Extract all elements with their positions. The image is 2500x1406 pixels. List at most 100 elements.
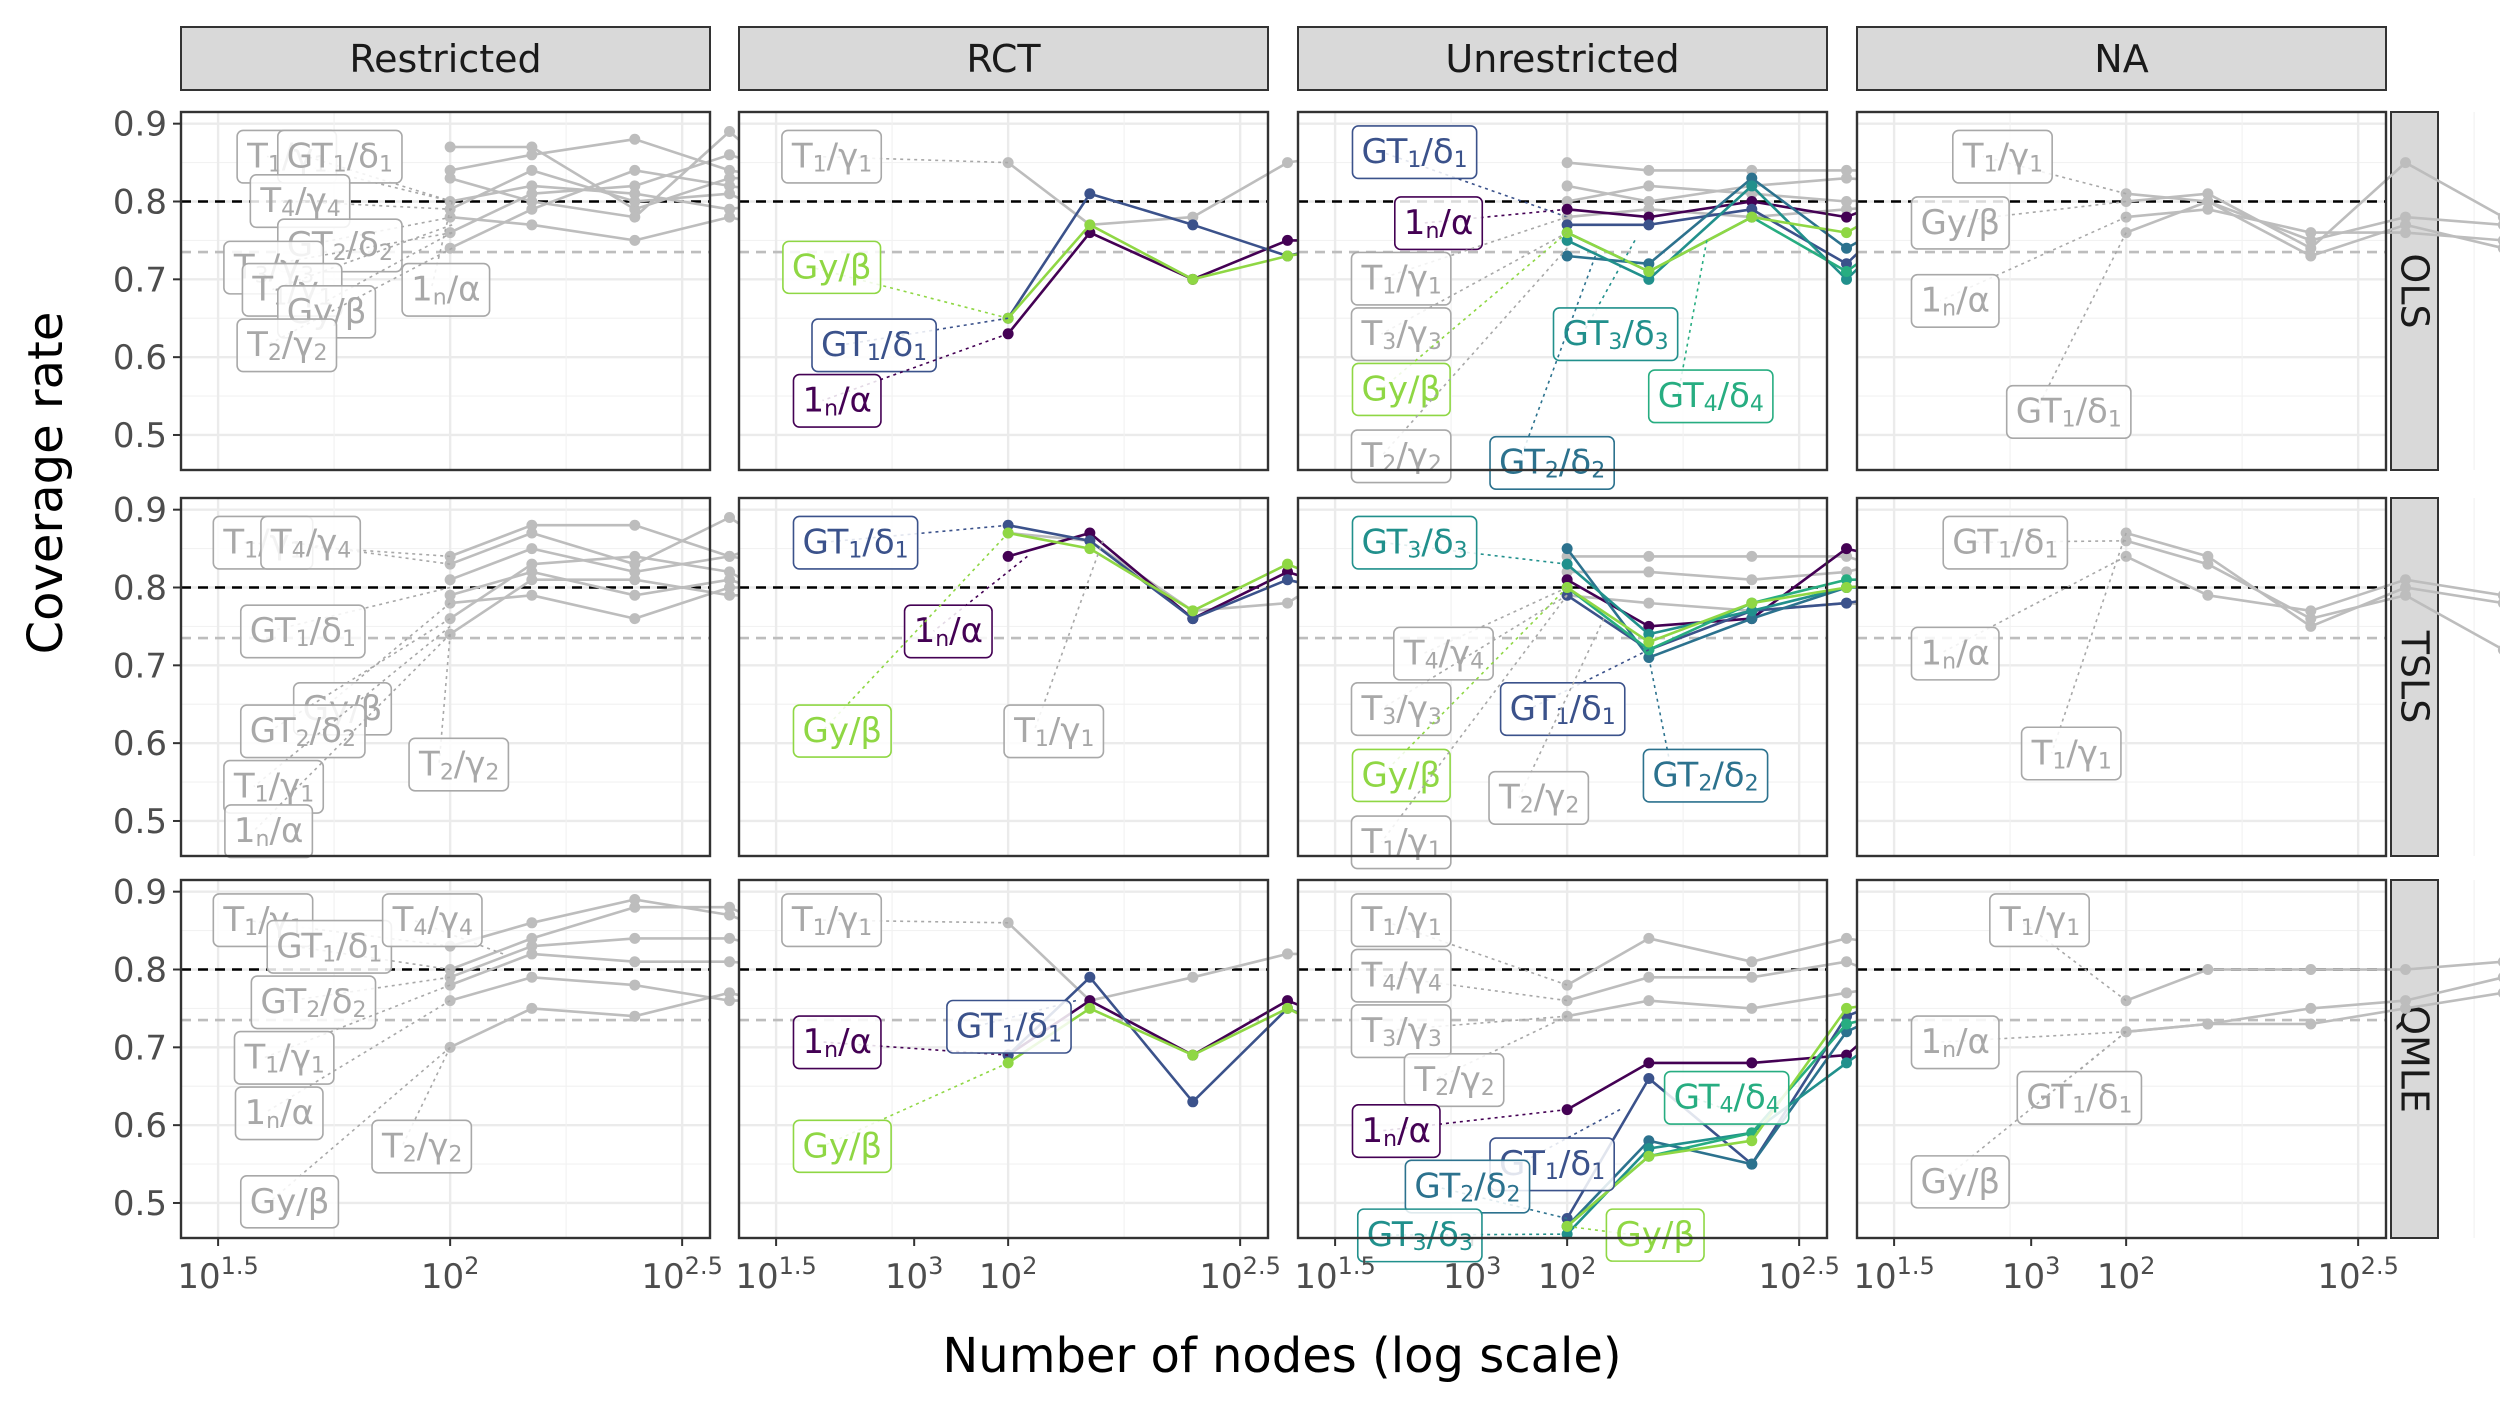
data-point bbox=[2305, 1018, 2317, 1030]
data-point bbox=[526, 196, 538, 207]
x-axis-title: Number of nodes (log scale) bbox=[942, 1328, 1621, 1384]
series-label: T1/γ1 bbox=[781, 893, 1009, 948]
data-point bbox=[444, 574, 456, 586]
label-box bbox=[233, 1030, 335, 1085]
data-point bbox=[1746, 1002, 1758, 1014]
data-point bbox=[2497, 972, 2500, 982]
data-point bbox=[2202, 188, 2214, 200]
data-point bbox=[2400, 227, 2412, 239]
series-label: GT1/δ1 bbox=[2005, 232, 2132, 439]
series-label: T4/γ4 bbox=[381, 893, 504, 955]
column-strip-restricted: Restricted bbox=[180, 26, 711, 91]
data-point bbox=[629, 133, 641, 145]
row-strip-ols: OLS bbox=[2390, 111, 2439, 471]
data-point bbox=[1746, 180, 1758, 192]
data-point bbox=[724, 566, 736, 578]
label-text: Gy/β bbox=[802, 711, 882, 751]
label-text: GT2/δ2 bbox=[1652, 755, 1758, 796]
series-label: 1n/α bbox=[1394, 196, 1568, 251]
data-point bbox=[2400, 582, 2412, 593]
data-point bbox=[2400, 995, 2412, 1007]
data-point bbox=[1187, 605, 1199, 617]
column-strip-label: RCT bbox=[966, 37, 1041, 81]
x-tick-label: 103 bbox=[885, 1252, 944, 1297]
label-text: T1/γ1 bbox=[791, 136, 872, 177]
data-point bbox=[2202, 589, 2214, 601]
panel-border bbox=[1855, 878, 2388, 1240]
data-point bbox=[1187, 1096, 1199, 1108]
data-point bbox=[1643, 620, 1655, 632]
label-leader-line bbox=[1381, 594, 1568, 710]
label-text: Gy/β bbox=[792, 247, 872, 287]
series-label: T4/γ4 bbox=[1350, 948, 1568, 1003]
label-text: T1/γ1 bbox=[2031, 733, 2112, 774]
data-point bbox=[1841, 211, 1853, 223]
label-box bbox=[811, 318, 937, 373]
data-point bbox=[724, 932, 736, 944]
series-label: GT1/δ1 bbox=[1942, 515, 2127, 570]
data-point bbox=[1187, 613, 1199, 625]
data-point bbox=[1282, 250, 1294, 262]
data-point bbox=[724, 511, 736, 523]
label-box bbox=[2005, 384, 2132, 439]
series-label: T2/γ2 bbox=[1488, 618, 1605, 825]
series-label: T1/γ1 bbox=[233, 984, 451, 1085]
panels-layer: Restricted RCT Unrestricted NAOLSTSLSQMLET1… bbox=[113, 26, 2500, 1297]
series-label: T1/γ1 bbox=[1003, 540, 1105, 759]
label-box bbox=[1350, 948, 1452, 1003]
y-tick-label: 0.6 bbox=[113, 724, 167, 764]
row-strip-label: OLS bbox=[2393, 253, 2437, 328]
label-leader-line bbox=[2034, 232, 2127, 413]
data-point bbox=[2305, 1002, 2317, 1014]
label-box bbox=[1552, 307, 1679, 362]
series-label: 1n/α bbox=[792, 1015, 1009, 1070]
data-point bbox=[2400, 211, 2412, 223]
data-point bbox=[2202, 1018, 2214, 1030]
data-point bbox=[1746, 1135, 1758, 1147]
label-box bbox=[792, 1119, 892, 1174]
panel-qmle-na: T1/γ1 1n/α GT1/δ1 Gy/β 101.5 102 102.5 103 bbox=[1853, 878, 2500, 1297]
series-label: T1/γ1 bbox=[1350, 893, 1568, 986]
column-strip-rct: RCT bbox=[738, 26, 1269, 91]
panel-border bbox=[179, 878, 712, 1240]
panel-tsls-rct: GT1/δ1 1n/α T1/γ1 Gy/β bbox=[737, 496, 1585, 858]
data-point bbox=[629, 893, 641, 905]
data-point bbox=[724, 582, 736, 593]
x-tick-label: 102 bbox=[2097, 1252, 2156, 1297]
panel-border bbox=[737, 496, 1270, 858]
panel-border bbox=[1296, 878, 1829, 1240]
row-strip-bg bbox=[2390, 497, 2439, 857]
label-box bbox=[792, 515, 919, 570]
series-label: T2/γ2 bbox=[1403, 1015, 1568, 1108]
data-point bbox=[526, 219, 538, 231]
label-leader-line bbox=[264, 984, 451, 1059]
panel-ols-rct: T1/γ1 Gy/β GT1/δ1 1n/α bbox=[737, 110, 1585, 472]
label-text: GT2/δ2 bbox=[1499, 443, 1605, 484]
data-point bbox=[629, 203, 641, 215]
label-box bbox=[260, 515, 362, 570]
data-point bbox=[1643, 273, 1655, 285]
data-point bbox=[2305, 964, 2317, 975]
series-label: T2/γ2 bbox=[236, 247, 453, 373]
label-leader-line bbox=[1380, 247, 1568, 457]
data-point bbox=[1084, 971, 1096, 983]
data-point bbox=[1282, 948, 1294, 960]
label-text: GT3/δ3 bbox=[1563, 314, 1669, 355]
data-point bbox=[2497, 590, 2500, 600]
data-point bbox=[724, 901, 736, 913]
data-point bbox=[2497, 236, 2500, 245]
label-text: GT1/δ1 bbox=[802, 522, 908, 563]
label-box bbox=[1488, 770, 1590, 825]
label-box bbox=[781, 893, 883, 948]
label-leader-line bbox=[1380, 586, 1568, 777]
data-point bbox=[2202, 558, 2214, 570]
data-point bbox=[1282, 574, 1294, 586]
data-point bbox=[1084, 995, 1096, 1007]
label-text: T1/γ1 bbox=[233, 767, 314, 808]
data-point bbox=[1282, 558, 1294, 570]
data-point bbox=[724, 550, 736, 562]
data-point bbox=[1084, 1002, 1096, 1014]
data-point bbox=[1841, 1002, 1853, 1014]
label-text: T2/γ2 bbox=[1413, 1060, 1494, 1101]
label-text: GT1/δ1 bbox=[1952, 522, 2058, 563]
